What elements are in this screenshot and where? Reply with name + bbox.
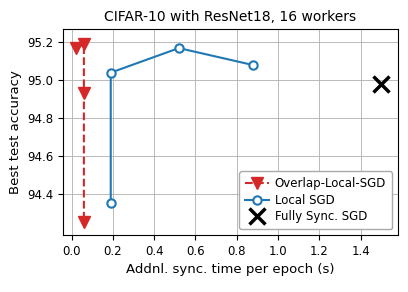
Overlap-Local-SGD bbox=[73, 46, 78, 50]
Y-axis label: Best test accuracy: Best test accuracy bbox=[9, 70, 22, 194]
Local SGD bbox=[108, 71, 113, 74]
Line: Overlap-Local-SGD: Overlap-Local-SGD bbox=[70, 39, 89, 227]
Legend: Overlap-Local-SGD, Local SGD, Fully Sync. SGD: Overlap-Local-SGD, Local SGD, Fully Sync… bbox=[239, 171, 392, 229]
Local SGD bbox=[176, 46, 181, 50]
Local SGD bbox=[108, 201, 113, 205]
Line: Local SGD: Local SGD bbox=[106, 44, 257, 207]
X-axis label: Addnl. sync. time per epoch (s): Addnl. sync. time per epoch (s) bbox=[126, 263, 335, 276]
Overlap-Local-SGD bbox=[82, 220, 86, 224]
Title: CIFAR-10 with ResNet18, 16 workers: CIFAR-10 with ResNet18, 16 workers bbox=[104, 10, 357, 24]
Overlap-Local-SGD bbox=[82, 43, 86, 46]
Local SGD bbox=[251, 63, 256, 67]
Overlap-Local-SGD bbox=[82, 92, 86, 95]
